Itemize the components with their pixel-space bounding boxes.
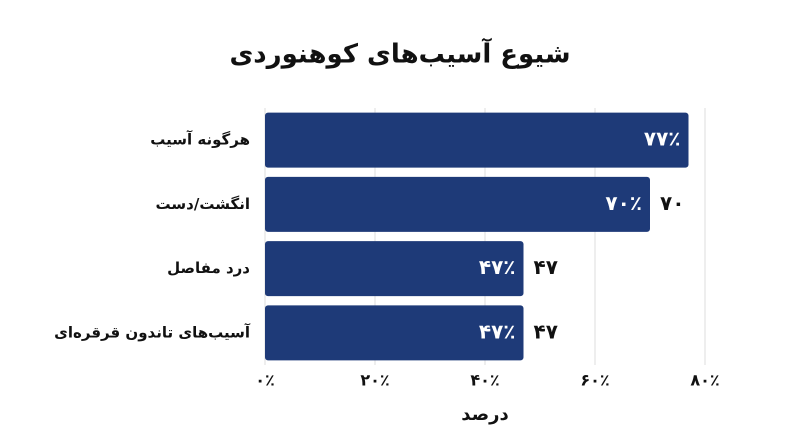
bar (265, 305, 524, 361)
bar-outside-label: ۷۰ (660, 191, 684, 215)
x-tick-label: ۴۰٪ (470, 371, 499, 390)
x-tick-label: ۶۰٪ (580, 371, 609, 390)
y-tick-label: انگشت/دست (156, 195, 250, 213)
bar-value-label: ۷۷٪ (644, 127, 681, 151)
bar (265, 112, 689, 168)
bar-value-label: ۴۷٪ (479, 255, 516, 279)
bar-value-label: ۴۷٪ (479, 319, 516, 343)
x-tick-label: ۰٪ (255, 371, 275, 390)
bar (265, 241, 524, 297)
x-tick-label: ۲۰٪ (360, 371, 389, 390)
y-tick-label: درد مفاصل (167, 259, 250, 277)
y-tick-label: هرگونه آسیب (150, 131, 250, 149)
chart-title: شیوع آسیب‌های کوهنوردی (229, 38, 570, 70)
x-tick-label: ۸۰٪ (690, 371, 719, 390)
x-axis-label: درصد (461, 404, 508, 425)
bar-outside-label: ۴۷ (534, 319, 558, 343)
bar (265, 176, 650, 232)
bar-value-label: ۷۰٪ (605, 191, 642, 215)
bar-outside-label: ۴۷ (534, 255, 558, 279)
y-tick-label: آسیب‌های تاندون قرقره‌ای (54, 323, 251, 341)
